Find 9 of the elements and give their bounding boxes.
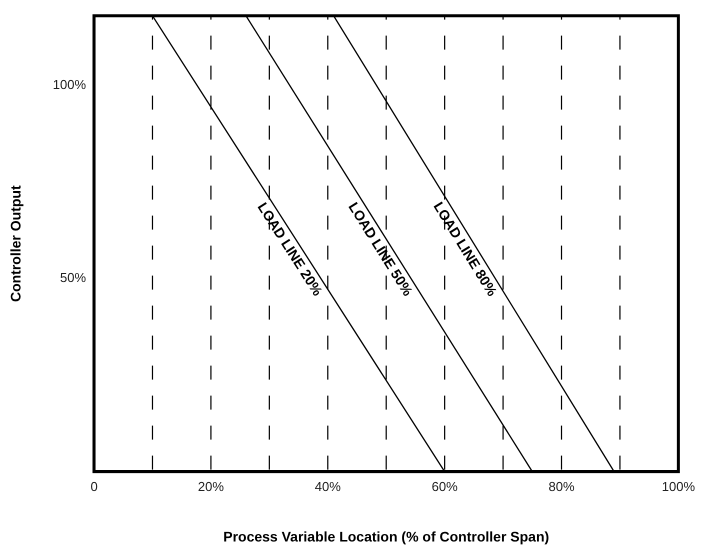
x-tick-label: 60% <box>432 478 458 494</box>
x-tick-label: 80% <box>548 478 575 494</box>
y-tick-label: 50% <box>60 270 86 286</box>
x-axis-title: Process Variable Location (% of Controller Span) <box>223 528 550 544</box>
x-tick-label: 40% <box>314 478 342 494</box>
x-tick-label: 20% <box>198 478 224 494</box>
x-tick-label: 0 <box>90 478 98 494</box>
x-tick-label: 100% <box>662 478 696 494</box>
y-axis-title: Controller Output <box>7 185 24 302</box>
